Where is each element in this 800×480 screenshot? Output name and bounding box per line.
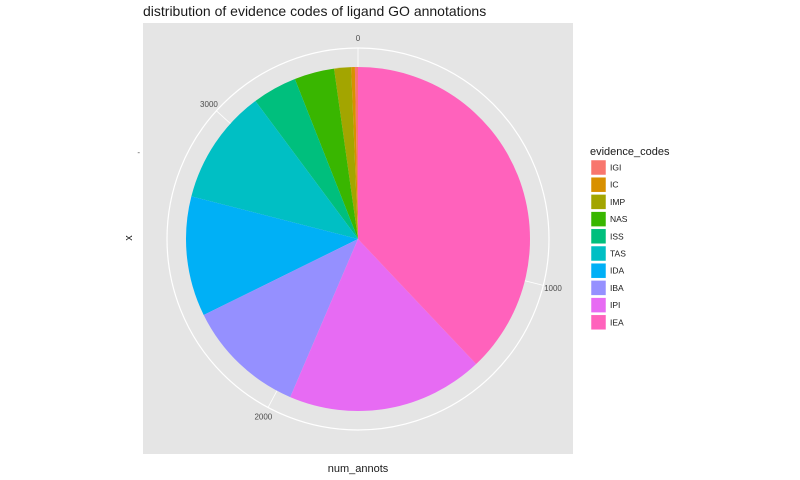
- pie-slice-tas: [191, 100, 358, 239]
- legend-title: evidence_codes: [590, 146, 670, 158]
- legend-swatch-ipi: [590, 297, 607, 313]
- legend-label-iea: IEA: [610, 317, 624, 327]
- legend-swatch-ida: [590, 262, 607, 279]
- chart-title: distribution of evidence codes of ligand…: [143, 3, 486, 19]
- x-axis-title: num_annots: [328, 463, 389, 475]
- pie-slice-nas: [294, 68, 358, 239]
- legend-swatch-iea: [590, 314, 607, 331]
- legend-label-ida: IDA: [610, 266, 625, 276]
- legend-swatch-igi: [590, 159, 607, 176]
- radial-tick-label: 0: [356, 34, 361, 43]
- legend-swatch-iba: [590, 280, 607, 296]
- pie-slice-ida: [186, 196, 358, 315]
- radial-tick-labels: 0 1000 2000 3000: [200, 34, 562, 421]
- legend-label-ic: IC: [610, 180, 619, 190]
- radial-tick-label: 3000: [200, 100, 218, 109]
- pie-slice-igi: [354, 67, 358, 239]
- legend: evidence_codes IGI IC IMP NAS ISS TAS IDA IBA IP…: [590, 146, 670, 331]
- legend-swatch-iss: [590, 228, 607, 245]
- pie-slice-ipi: [290, 239, 477, 411]
- legend-label-iss: ISS: [610, 231, 624, 241]
- legend-label-tas: TAS: [610, 249, 626, 259]
- legend-label-imp: IMP: [610, 197, 625, 207]
- pie-slices: [186, 67, 530, 411]
- legend-label-ipi: IPI: [610, 300, 620, 310]
- pie-slice-imp: [334, 67, 358, 240]
- legend-label-igi: IGI: [610, 163, 621, 173]
- y-tick-label: -: [137, 148, 140, 157]
- legend-items: IGI IC IMP NAS ISS TAS IDA IBA IPI IEA: [590, 159, 628, 331]
- pie-slice-iss: [255, 79, 358, 239]
- radial-tick-label: 2000: [254, 412, 272, 421]
- legend-swatch-nas: [590, 211, 607, 227]
- legend-swatch-tas: [590, 245, 607, 262]
- legend-swatch-imp: [590, 194, 607, 210]
- radial-tick-label: 1000: [544, 284, 562, 293]
- pie-slice-iea: [358, 67, 530, 364]
- y-axis-title: x: [123, 235, 135, 241]
- legend-label-iba: IBA: [610, 283, 624, 293]
- pie-slice-ic: [351, 67, 358, 240]
- pie-slice-iba: [203, 239, 358, 398]
- legend-label-nas: NAS: [610, 214, 628, 224]
- legend-swatch-ic: [590, 176, 607, 193]
